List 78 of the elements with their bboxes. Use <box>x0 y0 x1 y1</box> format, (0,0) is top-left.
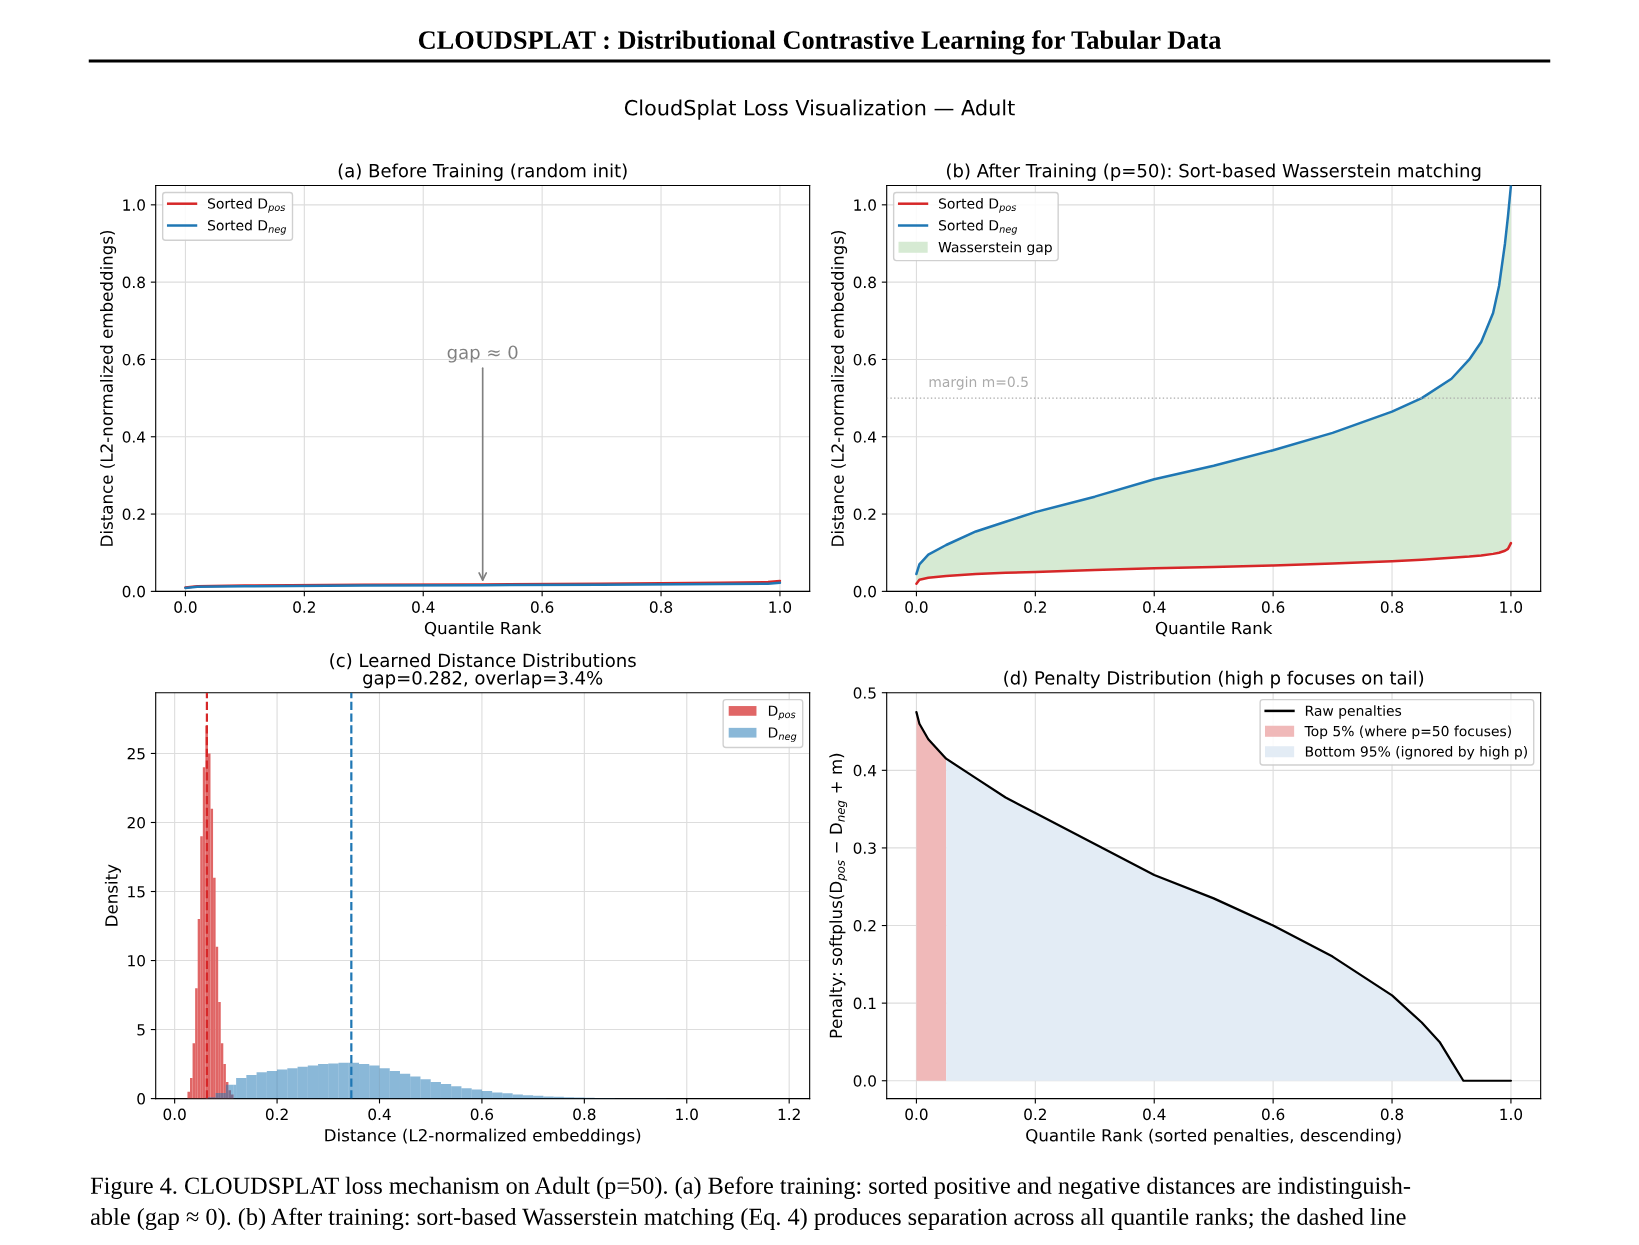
x-tick-label: 0.2 <box>265 1108 288 1121</box>
legend-label: Sorted D$_{neg}$ <box>208 219 287 235</box>
annotation: gap ≈ 0 <box>447 345 518 363</box>
x-tick-label: 0.0 <box>905 601 928 613</box>
x-tick-label: 1.0 <box>1500 1108 1523 1121</box>
chart-title: (d) Penalty Distribution (high p focuses on tail) <box>1004 670 1424 689</box>
x-tick-label: 0.8 <box>1380 601 1404 613</box>
y-axis-title: Density <box>104 864 121 926</box>
y-tick-label: 0.2 <box>853 508 876 521</box>
legend-label: Top 5% (where p=50 focuses) <box>1304 725 1511 740</box>
legend-label: D$_{pos}$ <box>768 705 796 721</box>
y-tick-label: 0.2 <box>853 920 876 932</box>
x-tick-label: 0.4 <box>412 601 435 613</box>
y-axis-title: Penalty: softplus(D$_{pos}$ − D$_{neg}$ + m) <box>829 753 848 1038</box>
x-tick-label: 0.2 <box>1024 601 1046 613</box>
y-tick-label: 1.0 <box>123 199 145 211</box>
x-axis-title: Quantile Rank (sorted penalties, descending) <box>1026 1128 1401 1145</box>
x-tick-label: 0.4 <box>1143 1108 1166 1121</box>
y-tick-label: 0.2 <box>122 508 145 521</box>
chart-title: (b) After Training (p=50): Sort-based Wasserstein matching <box>946 163 1481 181</box>
x-tick-label: 1.0 <box>769 601 792 613</box>
y-tick-label: 20 <box>127 816 145 829</box>
x-tick-label: 0.0 <box>905 1108 928 1121</box>
text: able (gap ≈ 0). (b) After training: sort-based Wasserstein matching (Eq. 4) produces separation across all quantile ranks; the dashed line <box>91 1207 1406 1231</box>
y-axis-title: Distance (L2-normalized embeddings) <box>100 230 117 546</box>
text: CloudSplat Loss Visualization — Adult <box>624 99 1015 120</box>
y-tick-label: 0.4 <box>853 764 877 777</box>
x-tick-label: 0.0 <box>174 601 197 613</box>
y-tick-label: 0.8 <box>122 276 145 289</box>
x-axis-title: Quantile Rank <box>1155 621 1273 637</box>
ref-line-label: margin m=0.5 <box>929 376 1028 390</box>
x-axis-title: Quantile Rank <box>424 621 542 637</box>
y-tick-label: 0.8 <box>853 276 876 289</box>
y-tick-label: 0.6 <box>122 353 146 366</box>
x-tick-label: 1.0 <box>676 1108 698 1121</box>
y-tick-label: 10 <box>128 955 145 967</box>
legend-label: Sorted D$_{neg}$ <box>939 219 1018 235</box>
y-tick-label: 0.0 <box>122 585 145 598</box>
y-tick-label: 0.4 <box>122 431 146 443</box>
legend-label: Sorted D$_{pos}$ <box>208 198 286 213</box>
y-tick-label: 0.1 <box>853 997 876 1010</box>
x-tick-label: 0.0 <box>163 1108 186 1121</box>
x-tick-label: 0.6 <box>470 1108 494 1121</box>
x-tick-label: 0.6 <box>531 601 554 613</box>
y-tick-label: 0.0 <box>853 585 876 598</box>
y-axis-title: Distance (L2-normalized embeddings) <box>830 230 848 546</box>
chart-subtitle: gap=0.282, overlap=3.4% <box>363 670 603 689</box>
x-tick-label: 1.0 <box>1500 601 1523 613</box>
chart-title: (c) Learned Distance Distributions <box>330 653 636 670</box>
y-tick-label: 0.5 <box>853 687 876 699</box>
legend-label: Raw penalties <box>1305 705 1402 719</box>
chart-title: (a) Before Training (random init) <box>338 163 627 181</box>
caption: Figure 4. CLOUDSPLAT loss mechanism on Adult (p=50). (a) Before training: sorted positive and negative distances are indistinguish- <box>90 1176 1411 1199</box>
x-tick-label: 0.4 <box>1143 601 1166 613</box>
y-tick-label: 0.0 <box>853 1075 876 1087</box>
y-tick-label: 0.6 <box>853 353 877 366</box>
x-tick-label: 0.2 <box>1024 1108 1046 1121</box>
y-tick-label: 0.3 <box>853 842 876 854</box>
x-axis-title: Distance (L2-normalized embeddings) <box>325 1128 641 1145</box>
legend-label: Wasserstein gap <box>938 241 1052 256</box>
legend-label: Sorted D$_{pos}$ <box>939 198 1017 213</box>
y-tick-label: 0.4 <box>853 431 877 443</box>
x-tick-label: 0.8 <box>573 1108 596 1121</box>
y-tick-label: 15 <box>128 886 145 898</box>
y-tick-label: 1.0 <box>854 199 876 211</box>
x-tick-label: 0.6 <box>1261 601 1285 613</box>
text: CLOUDSPLAT : Distributional Contrastive Learning for Tabular Data <box>418 30 1222 55</box>
x-tick-label: 0.8 <box>649 601 673 613</box>
x-tick-label: 0.6 <box>1261 1108 1285 1121</box>
y-tick-label: 25 <box>127 747 145 760</box>
x-tick-label: 0.8 <box>1380 1108 1404 1121</box>
y-tick-label: 0 <box>137 1093 145 1105</box>
x-tick-label: 1.2 <box>778 1108 800 1120</box>
y-tick-label: 5 <box>137 1024 145 1036</box>
x-tick-label: 0.4 <box>368 1108 391 1121</box>
legend-label: Bottom 95% (ignored by high p) <box>1305 745 1527 760</box>
legend-label: D$_{neg}$ <box>768 727 797 742</box>
x-tick-label: 0.2 <box>293 601 315 613</box>
